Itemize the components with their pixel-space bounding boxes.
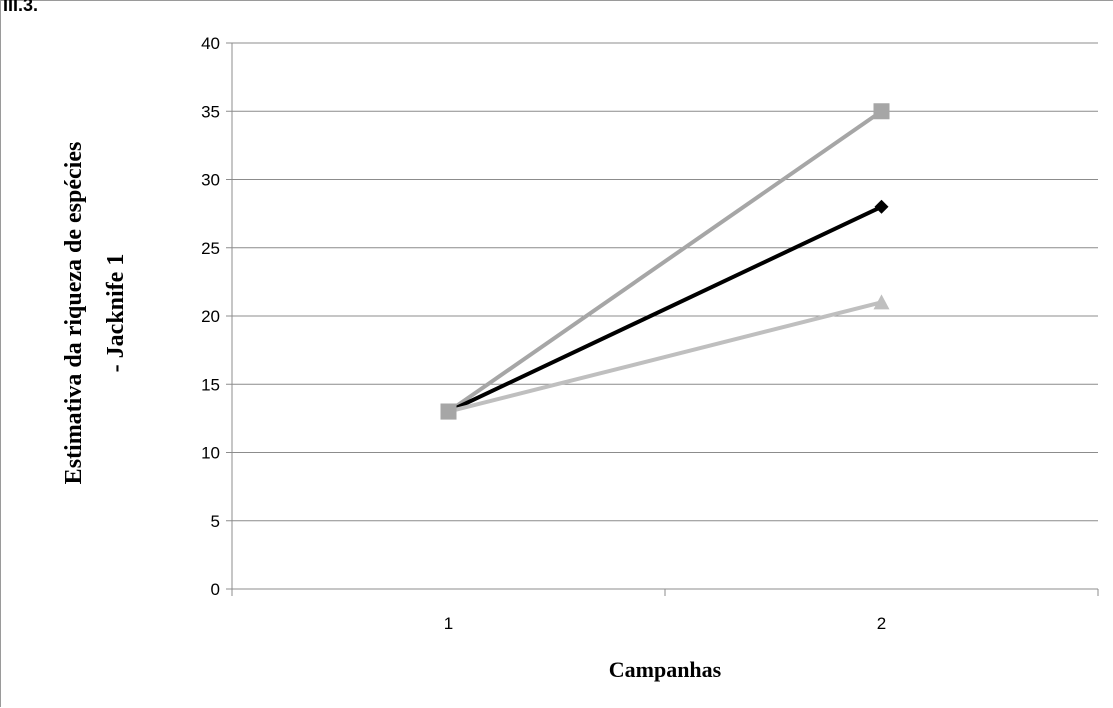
series-1-square-marker bbox=[873, 103, 890, 120]
x-axis-title: Campanhas bbox=[609, 657, 722, 682]
y-tick-label: 15 bbox=[201, 375, 220, 394]
series-line-1 bbox=[447, 109, 883, 414]
gridlines bbox=[232, 42, 1098, 522]
figure-label: III.3. bbox=[3, 0, 39, 13]
series-lines bbox=[440, 103, 890, 420]
y-tick-label: 35 bbox=[201, 102, 220, 121]
x-tick-label: 2 bbox=[877, 614, 886, 633]
y-axis-title-line2: - Jacknife 1 bbox=[103, 254, 129, 373]
x-tick-label: 1 bbox=[444, 614, 453, 633]
y-tick-label: 0 bbox=[211, 580, 220, 599]
y-tick-label: 5 bbox=[211, 512, 220, 531]
axes bbox=[226, 42, 1099, 596]
series-line-3 bbox=[448, 300, 882, 414]
series-line-2 bbox=[447, 204, 883, 414]
y-axis-title-line1: Estimativa da riqueza de espécies bbox=[61, 142, 87, 485]
y-tick-labels: 0 5 10 15 20 25 30 35 40 bbox=[201, 34, 220, 599]
series-3-triangle-marker bbox=[873, 294, 890, 310]
y-tick-label: 40 bbox=[201, 34, 220, 53]
y-tick-label: 10 bbox=[201, 444, 220, 463]
series-2-diamond-marker bbox=[874, 199, 889, 214]
y-tick-label: 30 bbox=[201, 171, 220, 190]
series-1-square-marker bbox=[440, 403, 457, 420]
y-tick-label: 20 bbox=[201, 307, 220, 326]
y-tick-label: 25 bbox=[201, 239, 220, 258]
